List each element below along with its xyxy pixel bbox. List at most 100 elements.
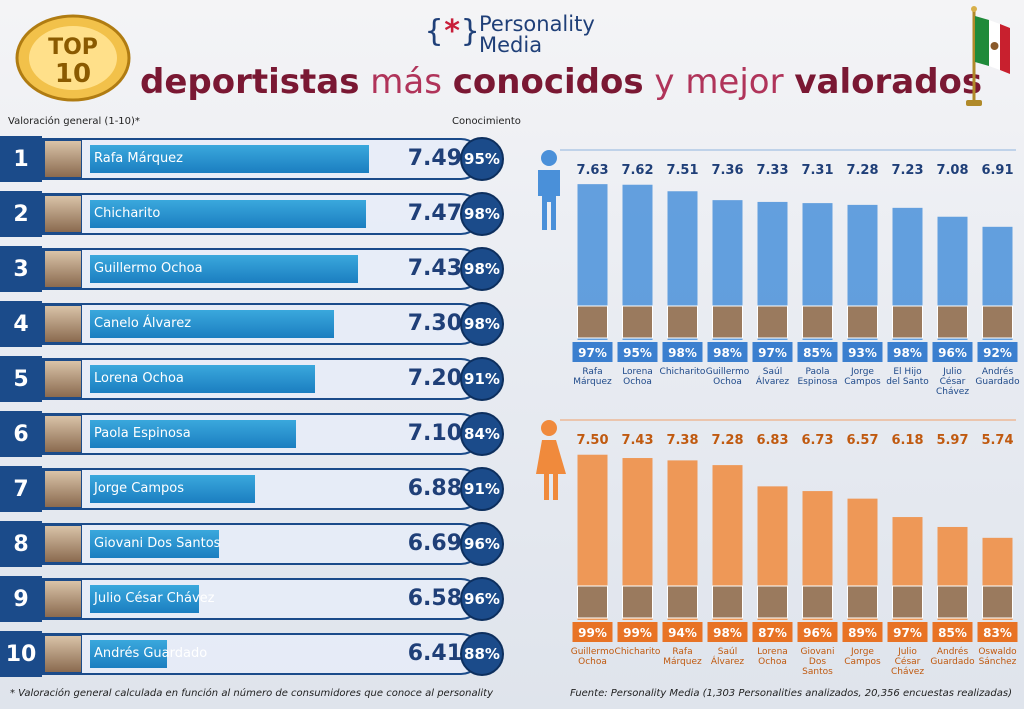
- category-label: Guillermo: [571, 647, 615, 657]
- rank-number: 7: [0, 466, 42, 512]
- athlete-photo: [892, 305, 923, 339]
- value-label: 7.51: [666, 163, 698, 178]
- knowledge-badge: 98%: [460, 247, 504, 291]
- athlete-score: 6.69: [407, 531, 462, 556]
- category-label: Lorena: [757, 647, 788, 657]
- category-label: Márquez: [573, 377, 612, 387]
- known-label: 83%: [983, 626, 1012, 640]
- category-label: Saúl: [718, 647, 737, 657]
- male-icon: [538, 150, 560, 230]
- known-badge: [572, 342, 613, 362]
- score-bar: [90, 255, 359, 283]
- knowledge-badge: 84%: [460, 412, 504, 456]
- known-label: 95%: [623, 346, 652, 360]
- value-label: 7.43: [621, 433, 653, 448]
- known-label: 97%: [578, 346, 607, 360]
- female-chart: 7.50 99% Guillermo Ochoa 7.43 99% Chicharito 7.…: [520, 410, 1020, 682]
- known-label: 98%: [668, 346, 697, 360]
- athlete-name: Guillermo Ochoa: [94, 261, 203, 276]
- score-bar: [90, 530, 220, 558]
- rank-number: 1: [0, 136, 42, 182]
- athlete-photo: [757, 585, 788, 619]
- value-label: 7.33: [756, 163, 788, 178]
- athlete-photo: [44, 250, 82, 288]
- category-label: Ochoa: [623, 377, 652, 387]
- category-label: Rafa: [672, 647, 692, 657]
- athlete-score: 7.47: [407, 201, 462, 226]
- category-label: Paola: [805, 367, 829, 377]
- known-label: 98%: [713, 346, 742, 360]
- athlete-photo: [667, 305, 698, 339]
- known-badge: [707, 342, 748, 362]
- title-part3: conocidos: [452, 62, 644, 102]
- category-label: Chávez: [936, 387, 969, 397]
- known-badge: [617, 622, 658, 642]
- athlete-photo: [712, 305, 743, 339]
- category-label: Julio: [942, 367, 962, 377]
- known-label: 94%: [668, 626, 697, 640]
- category-label: Jorge: [850, 647, 874, 657]
- category-label: Campos: [844, 377, 881, 387]
- score-bar: [90, 475, 255, 503]
- athlete-name: Jorge Campos: [94, 481, 184, 496]
- rank-number: 3: [0, 246, 42, 292]
- athlete-score: 7.49: [407, 146, 462, 171]
- rank-number: 8: [0, 521, 42, 567]
- athlete-photo: [847, 305, 878, 339]
- rank-number: 10: [0, 631, 42, 677]
- category-label: Andrés: [982, 366, 1014, 377]
- category-label: Márquez: [663, 657, 702, 667]
- value-label: 6.83: [756, 433, 788, 448]
- known-badge: [752, 622, 793, 642]
- score-bar: [90, 145, 370, 173]
- athlete-photo: [802, 305, 833, 339]
- known-label: 97%: [893, 626, 922, 640]
- category-label: Oswaldo: [978, 647, 1017, 657]
- page-title: deportistas más conocidos y mejor valora…: [140, 62, 982, 102]
- value-label: 6.73: [801, 433, 833, 448]
- category-label: Dos: [809, 657, 826, 667]
- category-label: Campos: [844, 657, 881, 667]
- category-label: del Santo: [886, 377, 929, 387]
- category-label: Rafa: [582, 367, 602, 377]
- athlete-photo: [622, 305, 653, 339]
- mexico-flag-icon: [962, 4, 1012, 108]
- male-chart: 7.63 97% Rafa Márquez 7.62 95% Lorena Ochoa 7.51…: [520, 140, 1020, 402]
- known-label: 92%: [983, 346, 1012, 360]
- score-bar: [90, 200, 366, 228]
- known-label: 97%: [758, 346, 787, 360]
- ranking-row: 4 Canelo Álvarez 7.30 98%: [0, 301, 512, 347]
- value-label: 5.97: [936, 433, 968, 448]
- knowledge-badge: 98%: [460, 302, 504, 346]
- known-badge: [977, 342, 1018, 362]
- title-part5: valorados: [794, 62, 983, 102]
- bar-chart-svg: 7.6397%RafaMárquez7.6295%LorenaOchoa7.51…: [538, 149, 1020, 397]
- athlete-photo: [937, 305, 968, 339]
- rank-number: 4: [0, 301, 42, 347]
- athlete-photo: [802, 585, 833, 619]
- known-label: 87%: [758, 626, 787, 640]
- value-label: 7.50: [576, 433, 608, 448]
- value-label: 7.38: [666, 433, 698, 448]
- category-label: Guardado: [930, 657, 975, 667]
- athlete-photo: [44, 635, 82, 673]
- score-bar: [90, 310, 334, 338]
- value-label: 7.28: [846, 163, 878, 178]
- category-label: Andrés: [937, 646, 969, 657]
- score-bar: [90, 365, 315, 393]
- athlete-score: 7.10: [407, 421, 462, 446]
- knowledge-badge: 91%: [460, 357, 504, 401]
- athlete-photo: [44, 580, 82, 618]
- title-part1: deportistas: [140, 62, 360, 102]
- athlete-score: 7.20: [407, 366, 462, 391]
- known-badge: [752, 342, 793, 362]
- rank-number: 6: [0, 411, 42, 457]
- category-label: Chávez: [891, 667, 924, 677]
- category-label: Sánchez: [979, 657, 1017, 667]
- category-label: Ochoa: [713, 377, 742, 387]
- athlete-photo: [44, 195, 82, 233]
- bar-chart-svg: 7.5099%GuillermoOchoa7.4399%Chicharito7.…: [536, 419, 1018, 677]
- category-label: Jorge: [850, 367, 874, 377]
- known-badge: [932, 342, 973, 362]
- athlete-photo: [44, 470, 82, 508]
